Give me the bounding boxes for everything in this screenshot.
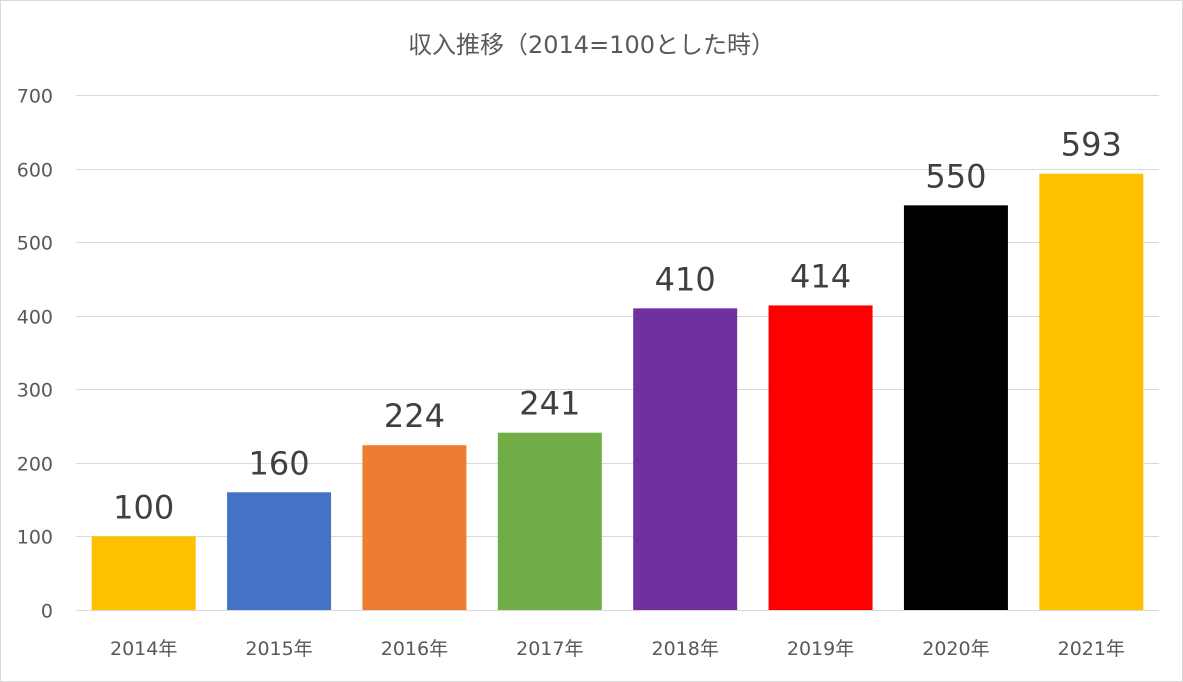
bar-2019年 — [768, 305, 873, 610]
y-tick-label: 0 — [41, 601, 53, 623]
x-tick-label: 2016年 — [381, 638, 448, 660]
x-tick-label: 2020年 — [922, 638, 989, 660]
y-tick-label: 100 — [17, 527, 53, 549]
x-axis-tick-labels: 2014年 2015年 2016年 2017年 2018年 2019年 2020年 2021年 — [110, 638, 1125, 660]
data-label: 550 — [925, 157, 986, 195]
chart-title: 収入推移（2014=100とした時） — [408, 31, 775, 59]
y-axis-tick-labels: 0 100 200 300 400 500 600 700 — [17, 86, 53, 623]
bar-2015年 — [227, 492, 332, 610]
x-tick-label: 2018年 — [652, 638, 719, 660]
y-tick-label: 500 — [17, 233, 53, 255]
x-tick-label: 2015年 — [245, 638, 312, 660]
bar-2020年 — [903, 205, 1008, 610]
bar-2016年 — [362, 445, 467, 610]
bar-2021年 — [1039, 173, 1144, 610]
bar-2014年 — [91, 536, 196, 610]
x-tick-label: 2021年 — [1058, 638, 1125, 660]
bars — [91, 173, 1144, 610]
x-tick-label: 2017年 — [516, 638, 583, 660]
data-label: 241 — [519, 385, 580, 423]
data-label: 414 — [790, 257, 851, 295]
data-label: 410 — [655, 260, 716, 298]
data-label: 224 — [384, 397, 445, 435]
y-tick-label: 200 — [17, 454, 53, 476]
bar-2017年 — [497, 432, 602, 610]
data-labels: 100 160 224 241 410 414 550 593 — [113, 126, 1122, 527]
y-tick-label: 400 — [17, 307, 53, 329]
y-tick-label: 300 — [17, 380, 53, 402]
data-label: 160 — [249, 444, 310, 482]
y-tick-label: 700 — [17, 86, 53, 108]
x-tick-label: 2019年 — [787, 638, 854, 660]
data-label: 100 — [113, 488, 174, 526]
y-tick-label: 600 — [17, 160, 53, 182]
data-label: 593 — [1061, 126, 1122, 164]
x-tick-label: 2014年 — [110, 638, 177, 660]
bar-2018年 — [633, 308, 738, 610]
